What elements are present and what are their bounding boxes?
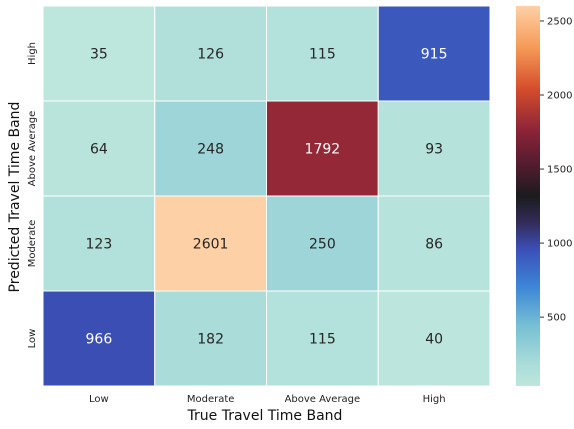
heatmap-cell xyxy=(42,100,156,197)
y-tick-label: Above Average xyxy=(27,111,38,187)
heatmap-cells xyxy=(42,5,491,387)
x-tick-label: Low xyxy=(89,394,109,405)
colorbar-tick-label: 1000 xyxy=(547,239,572,250)
cell-annotations: 35 126 115 915 64 248 1792 93 123 2601 250 86 966 182… xyxy=(86,47,448,348)
cell-value-label: 966 xyxy=(86,332,113,348)
cell-value-label: 250 xyxy=(309,237,336,253)
y-axis-label: Predicted Travel Time Band xyxy=(7,102,23,293)
cell-value-label: 64 xyxy=(90,142,108,158)
x-tick-label: High xyxy=(423,394,446,405)
x-tick-label: Above Average xyxy=(285,394,361,405)
y-tick-label: High xyxy=(27,42,38,65)
x-axis-ticks: Low Moderate Above Average High xyxy=(89,394,446,405)
heatmap-cell xyxy=(154,290,267,387)
cell-value-label: 115 xyxy=(309,332,336,348)
cell-value-label: 123 xyxy=(86,237,113,253)
cell-value-label: 248 xyxy=(197,142,224,158)
y-tick-label: Low xyxy=(27,329,38,349)
cell-value-label: 126 xyxy=(197,47,224,63)
heatmap-cell xyxy=(42,5,156,102)
y-tick-label: Moderate xyxy=(27,220,38,268)
colorbar-tick-label: 2000 xyxy=(547,91,572,102)
cell-value-label: 115 xyxy=(309,47,336,63)
heatmap-cell xyxy=(266,5,379,102)
heatmap-cell xyxy=(377,5,491,102)
cell-value-label: 93 xyxy=(425,142,443,158)
colorbar-tick-label: 500 xyxy=(547,313,566,324)
cell-value-label: 86 xyxy=(425,237,443,253)
colorbar-tick-label: 2500 xyxy=(547,16,572,27)
cell-value-label: 1792 xyxy=(305,142,341,158)
heatmap-cell xyxy=(266,290,379,387)
colorbar-tick-label: 1500 xyxy=(547,165,572,176)
cell-value-label: 2601 xyxy=(193,237,229,253)
heatmap-cell xyxy=(377,290,491,387)
heatmap-cell xyxy=(154,5,267,102)
x-tick-label: Moderate xyxy=(187,394,235,405)
heatmap-cell xyxy=(42,290,156,387)
heatmap-cell xyxy=(154,195,267,292)
colorbar-ticks: 500 1000 1500 2000 2500 xyxy=(540,16,572,324)
cell-value-label: 915 xyxy=(421,47,448,63)
heatmap-cell xyxy=(377,195,491,292)
x-axis-label: True Travel Time Band xyxy=(187,408,343,424)
heatmap-cell xyxy=(377,100,491,197)
heatmap-cell xyxy=(154,100,267,197)
y-axis-ticks: High Above Average Moderate Low xyxy=(27,42,38,348)
cell-value-label: 182 xyxy=(197,332,224,348)
colorbar xyxy=(516,6,540,386)
cell-value-label: 35 xyxy=(90,47,108,63)
cell-value-label: 40 xyxy=(425,332,443,348)
